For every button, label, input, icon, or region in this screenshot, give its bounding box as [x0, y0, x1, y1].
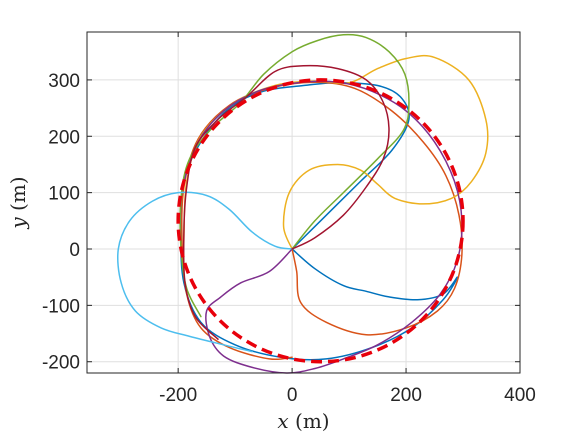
x-tick-labels: -200 0 200 400 — [159, 385, 536, 406]
x-tick-label: -200 — [159, 385, 197, 406]
reference-circle — [176, 78, 465, 364]
y-tick-label: 200 — [48, 127, 80, 148]
trajectory-line — [182, 64, 390, 340]
y-tick-labels: -200 -100 0 100 200 300 — [42, 71, 80, 374]
reference-circle-layer — [176, 78, 465, 364]
trajectory-line — [117, 191, 293, 353]
x-tick-label: 0 — [287, 385, 298, 406]
trajectories-layer — [117, 33, 489, 374]
x-axis-label: x (m) — [277, 409, 329, 433]
trajectory-line — [179, 33, 410, 318]
x-axis-label-var: x — [277, 409, 288, 433]
y-tick-label: -100 — [42, 296, 80, 317]
y-axis-label-unit: (m) — [6, 176, 30, 217]
y-tick-label: 300 — [48, 71, 80, 92]
x-tick-label: 200 — [390, 385, 422, 406]
x-tick-label: 400 — [504, 385, 536, 406]
trajectory-line — [183, 80, 463, 374]
y-tick-label: -200 — [42, 353, 80, 374]
trajectory-line — [182, 54, 489, 273]
plot-frame — [86, 31, 521, 374]
y-tick-label: 0 — [69, 240, 80, 261]
y-axis-label-var: y — [6, 217, 30, 230]
x-axis-label-unit: (m) — [289, 409, 330, 433]
axis-ticks — [87, 32, 521, 373]
y-axis-label: y (m) — [6, 176, 30, 229]
y-tick-label: 100 — [48, 184, 80, 205]
